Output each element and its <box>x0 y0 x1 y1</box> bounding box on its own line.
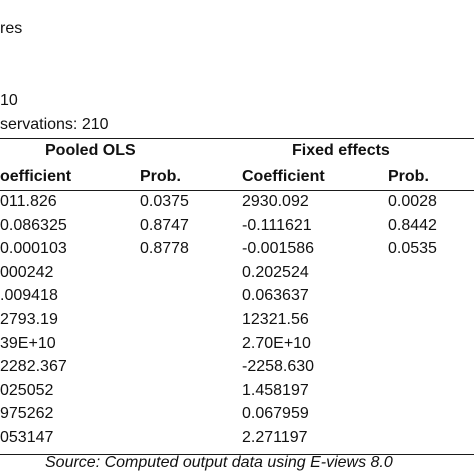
cell-prob-fixed: 0.8442 <box>388 216 437 234</box>
cell-coefficient-fixed: -0.001586 <box>242 240 315 258</box>
column-header-prob-pooled: Prob. <box>140 168 181 185</box>
cell-prob-pooled: 0.8778 <box>140 240 189 258</box>
preamble-line-1: res <box>0 20 23 37</box>
table-top-rule <box>0 138 474 139</box>
cell-coefficient-pooled: 975262 <box>0 405 54 423</box>
cell-coefficient-pooled: .009418 <box>0 287 58 305</box>
cell-coefficient-pooled: 000242 <box>0 263 54 281</box>
cell-coefficient-fixed: 0.067959 <box>242 405 309 423</box>
cell-coefficient-fixed: 12321.56 <box>242 311 309 328</box>
cell-prob-pooled: 0.0375 <box>140 193 189 210</box>
cell-coefficient-fixed: -2258.630 <box>242 358 315 376</box>
header-bottom-rule <box>0 190 474 191</box>
group-header-fixed-effects: Fixed effects <box>292 142 390 159</box>
cell-coefficient-pooled: 011.826 <box>0 193 57 210</box>
cell-coefficient-fixed: -0.111621 <box>242 216 312 234</box>
column-header-prob-fixed: Prob. <box>388 168 429 185</box>
column-header-coefficient-pooled: oefficient <box>0 168 72 185</box>
cell-prob-pooled: 0.8747 <box>140 216 189 234</box>
cell-prob-fixed: 0.0028 <box>388 193 437 210</box>
cell-coefficient-pooled: 0.086325 <box>0 216 67 234</box>
group-header-pooled-ols: Pooled OLS <box>45 142 136 159</box>
table-bottom-rule <box>0 454 474 455</box>
cell-coefficient-pooled: 2282.367 <box>0 358 67 376</box>
cell-coefficient-fixed: 0.063637 <box>242 287 309 305</box>
source-note: Source: Computed output data using E-vie… <box>45 454 393 471</box>
cell-coefficient-pooled: 2793.19 <box>0 311 58 328</box>
cell-coefficient-fixed: 2.271197 <box>242 429 308 446</box>
cell-coefficient-pooled: 0.000103 <box>0 240 67 258</box>
cell-coefficient-pooled: 025052 <box>0 381 54 399</box>
preamble-line-2: 10 <box>0 92 18 109</box>
cell-coefficient-fixed: 1.458197 <box>242 381 309 399</box>
cell-coefficient-pooled: 39E+10 <box>0 334 56 352</box>
column-header-coefficient-fixed: Coefficient <box>242 168 325 185</box>
cell-coefficient-fixed: 2930.092 <box>242 193 309 210</box>
cell-prob-fixed: 0.0535 <box>388 240 437 258</box>
preamble-line-3: servations: 210 <box>0 116 109 133</box>
cell-coefficient-fixed: 0.202524 <box>242 263 309 281</box>
cell-coefficient-fixed: 2.70E+10 <box>242 334 311 352</box>
cell-coefficient-pooled: 053147 <box>0 429 54 446</box>
